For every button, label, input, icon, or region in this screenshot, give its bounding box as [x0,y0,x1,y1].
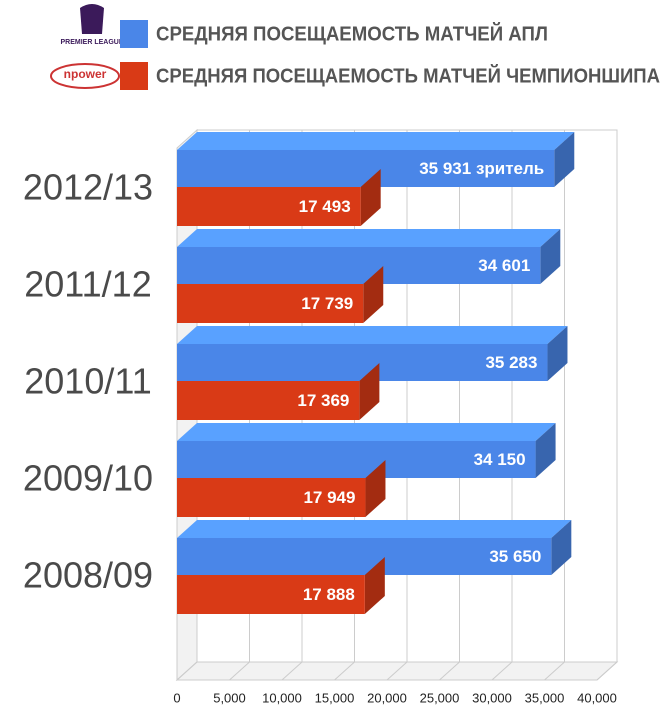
floor-grid-line [229,661,250,681]
bar-face [363,266,384,323]
bar-face [177,441,536,478]
bar [177,363,380,420]
bar-face [360,169,381,226]
bar [177,557,385,614]
x-tick-label: 25,000 [420,690,460,705]
legend-swatch [120,62,148,90]
bar [177,423,556,478]
bar [177,266,384,323]
bar-face [177,132,575,150]
bar-face [177,150,555,187]
value-label: 17 949 [303,488,355,507]
y-tick-label: 2008/09 [23,555,153,596]
y-tick-label: 2012/13 [23,167,153,208]
bar-face [359,363,380,420]
value-label: 34 150 [474,450,526,469]
bar [177,229,561,284]
bar-face [177,538,552,575]
floor-grid-line [439,661,460,681]
floor-grid-line [176,661,198,681]
floor-grid-line [544,661,565,681]
value-label: 17 739 [301,294,353,313]
bar-face [177,247,541,284]
y-tick-label: 2009/10 [23,458,153,499]
bar-face [177,344,548,381]
floor-grid-line [386,661,408,681]
bar-face [365,460,386,517]
bar-face [364,557,385,614]
bar-face [535,423,556,478]
bar-face [177,423,556,441]
logo-text: npower [64,67,107,81]
bar [177,169,381,226]
legend-label: СРЕДНЯЯ ПОСЕЩАЕМОСТЬ МАТЧЕЙ ЧЕМПИОНШИПА [156,63,660,87]
value-label: 17 888 [303,585,355,604]
bar [177,520,572,575]
bar [177,460,386,517]
value-label: 35 931 зритель [419,159,544,178]
bar-face [177,478,366,517]
bar-face [554,132,575,187]
x-tick-label: 35,000 [525,690,565,705]
bar-face [177,326,568,344]
floor-grid-line [334,661,355,681]
y-tick-label: 2011/12 [24,264,151,305]
bar [177,132,575,187]
npower-logo: npower [50,63,120,89]
bar-face [177,575,365,614]
x-tick-label: 30,000 [472,690,512,705]
floor-grid-line [596,661,618,681]
legend-label: СРЕДНЯЯ ПОСЕЩАЕМОСТЬ МАТЧЕЙ АПЛ [156,21,548,45]
x-tick-label: 10,000 [262,690,302,705]
bar [177,326,568,381]
value-label: 17 369 [297,391,349,410]
x-tick-label: 0 [173,690,180,705]
x-tick-label: 40,000 [577,690,617,705]
bar-face [177,229,561,247]
floor-grid-line [281,661,303,681]
y-tick-label: 2010/11 [24,361,151,402]
bar-face [177,520,572,538]
logo-text: PREMIER LEAGUE [60,39,123,46]
value-label: 34 601 [478,256,530,275]
x-tick-label: 15,000 [315,690,355,705]
value-label: 35 283 [485,353,537,372]
bar-face [547,326,568,381]
floor-grid-line [491,661,513,681]
bar-face [551,520,572,575]
bar-face [540,229,561,284]
legend-swatch [120,20,148,48]
bar-face [177,284,364,323]
value-label: 35 650 [489,547,541,566]
premier-league-logo: PREMIER LEAGUE [60,4,124,46]
value-label: 17 493 [299,197,351,216]
x-tick-label: 5,000 [213,690,246,705]
x-tick-label: 20,000 [367,690,407,705]
bar-face [177,381,360,420]
bar-face [177,187,361,226]
